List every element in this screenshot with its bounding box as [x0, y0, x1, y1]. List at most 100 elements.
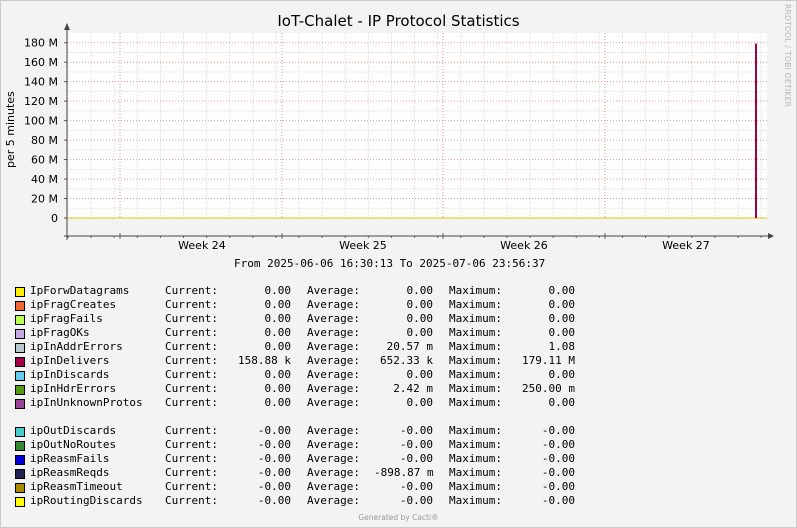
- current-value: 0.00: [264, 340, 292, 353]
- average-label: Average:: [307, 452, 360, 465]
- legend-series-name: ipInDiscards: [30, 368, 110, 381]
- maximum-label: Maximum:: [449, 326, 502, 339]
- average-label: Average:: [307, 480, 360, 493]
- maximum-value: -0.00: [541, 452, 575, 465]
- legend-swatch: [15, 329, 25, 339]
- y-tick-label: 140 M: [24, 76, 58, 89]
- average-label: Average:: [307, 466, 360, 479]
- average-label: Average:: [307, 326, 360, 339]
- average-value: -0.00: [399, 480, 433, 493]
- legend-series-name: ipInHdrErrors: [30, 382, 117, 395]
- legend-swatch: [15, 385, 25, 395]
- current-label: Current:: [165, 452, 218, 465]
- average-value: -0.00: [399, 438, 433, 451]
- average-label: Average:: [307, 396, 360, 409]
- current-label: Current:: [165, 438, 218, 451]
- maximum-label: Maximum:: [449, 424, 502, 437]
- current-value: 0.00: [264, 298, 292, 311]
- y-tick-label: 160 M: [24, 56, 58, 69]
- average-value: 0.00: [406, 312, 434, 325]
- maximum-label: Maximum:: [449, 382, 502, 395]
- legend-series-name: ipInAddrErrors: [30, 340, 123, 353]
- average-value: 0.00: [406, 284, 434, 297]
- average-label: Average:: [307, 312, 360, 325]
- average-value: 0.00: [406, 396, 434, 409]
- y-tick-label: 60 M: [31, 154, 58, 167]
- current-label: Current:: [165, 382, 218, 395]
- maximum-label: Maximum:: [449, 480, 502, 493]
- maximum-value: 179.11 M: [522, 354, 575, 367]
- average-label: Average:: [307, 438, 360, 451]
- average-label: Average:: [307, 494, 360, 507]
- average-label: Average:: [307, 284, 360, 297]
- legend-series-name: ipFragCreates: [30, 298, 117, 311]
- y-tick-label: 40 M: [31, 173, 58, 186]
- legend-swatch: [15, 427, 25, 437]
- y-tick-label: 0: [51, 212, 58, 225]
- current-value: 0.00: [264, 368, 292, 381]
- average-label: Average:: [307, 382, 360, 395]
- legend-series-name: ipOutDiscards: [30, 424, 117, 437]
- maximum-value: -0.00: [541, 480, 575, 493]
- average-label: Average:: [307, 368, 360, 381]
- legend-series-name: ipFragFails: [30, 312, 103, 325]
- maximum-value: 250.00 m: [522, 382, 575, 395]
- y-tick-label: 80 M: [31, 134, 58, 147]
- maximum-label: Maximum:: [449, 494, 502, 507]
- maximum-label: Maximum:: [449, 312, 502, 325]
- legend-series-name: IpForwDatagrams: [30, 284, 130, 297]
- legend-swatch: [15, 357, 25, 367]
- legend-swatch: [15, 315, 25, 325]
- current-label: Current:: [165, 480, 218, 493]
- current-value: -0.00: [257, 480, 291, 493]
- maximum-label: Maximum:: [449, 368, 502, 381]
- y-tick-label: 120 M: [24, 95, 58, 108]
- legend-series-name: ipInDelivers: [30, 354, 110, 367]
- current-label: Current:: [165, 340, 218, 353]
- average-value: -0.00: [399, 452, 433, 465]
- current-label: Current:: [165, 312, 218, 325]
- maximum-value: 0.00: [548, 368, 576, 381]
- legend-series-name: ipOutNoRoutes: [30, 438, 117, 451]
- current-value: -0.00: [257, 466, 291, 479]
- legend-swatch: [15, 301, 25, 311]
- current-value: 0.00: [264, 326, 292, 339]
- rrdtool-watermark: RRDTOOL / TOBI OETIKER: [783, 4, 792, 108]
- legend-swatch: [15, 343, 25, 353]
- maximum-value: 0.00: [548, 326, 576, 339]
- current-label: Current:: [165, 326, 218, 339]
- average-value: 0.00: [406, 326, 434, 339]
- legend-swatch: [15, 497, 25, 507]
- maximum-value: -0.00: [541, 494, 575, 507]
- current-label: Current:: [165, 424, 218, 437]
- current-label: Current:: [165, 354, 218, 367]
- maximum-label: Maximum:: [449, 298, 502, 311]
- maximum-label: Maximum:: [449, 438, 502, 451]
- maximum-value: -0.00: [541, 424, 575, 437]
- average-value: 0.00: [406, 298, 434, 311]
- current-label: Current:: [165, 396, 218, 409]
- average-label: Average:: [307, 298, 360, 311]
- current-value: -0.00: [257, 424, 291, 437]
- legend-series-name: ipRoutingDiscards: [30, 494, 143, 507]
- current-label: Current:: [165, 368, 218, 381]
- legend-swatch: [15, 483, 25, 493]
- legend-swatch: [15, 371, 25, 381]
- footer-credit: Generated by Cacti®: [358, 513, 439, 522]
- x-tick-label: Week 26: [500, 239, 548, 252]
- average-value: -0.00: [399, 494, 433, 507]
- y-tick-label: 180 M: [24, 37, 58, 50]
- average-value: -898.87 m: [374, 466, 434, 479]
- average-label: Average:: [307, 340, 360, 353]
- maximum-value: 0.00: [548, 298, 576, 311]
- plot-area: [67, 33, 767, 218]
- average-label: Average:: [307, 354, 360, 367]
- current-value: 0.00: [264, 396, 292, 409]
- maximum-label: Maximum:: [449, 396, 502, 409]
- average-value: 20.57 m: [386, 340, 433, 353]
- maximum-label: Maximum:: [449, 284, 502, 297]
- legend-swatch: [15, 287, 25, 297]
- chart-title: IoT-Chalet - IP Protocol Statistics: [277, 12, 520, 30]
- legend-series-name: ipFragOKs: [30, 326, 90, 339]
- legend-swatch: [15, 441, 25, 451]
